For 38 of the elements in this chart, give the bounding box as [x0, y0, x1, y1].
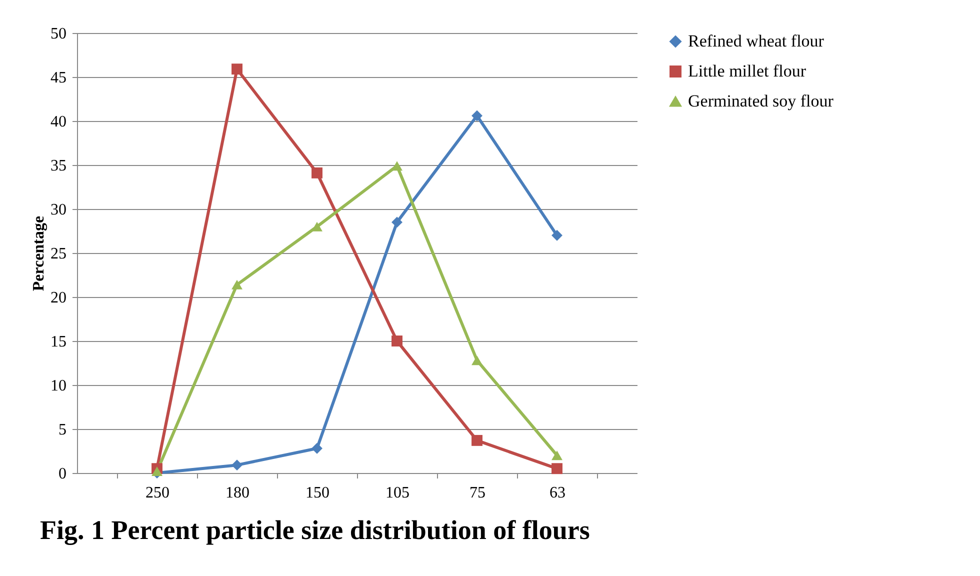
y-tick-label: 10	[50, 378, 66, 394]
point	[312, 167, 322, 178]
point	[552, 230, 562, 241]
x-tick-label: 105	[386, 484, 410, 502]
y-tick-label: 45	[50, 70, 66, 86]
x-tick-label: 180	[226, 484, 250, 502]
y-tick-label: 30	[50, 202, 66, 218]
point	[232, 64, 242, 75]
point	[552, 450, 562, 460]
point	[392, 336, 402, 346]
y-tick-label: 50	[50, 26, 66, 42]
point	[392, 216, 402, 228]
x-tick-label: 250	[146, 484, 170, 502]
point	[472, 110, 482, 122]
y-tick-label: 20	[50, 290, 66, 306]
x-tick-label: 75	[470, 484, 486, 502]
y-tick-label: 35	[50, 158, 66, 174]
y-tick-label: 0	[58, 466, 66, 482]
x-tick-label: 150	[306, 484, 330, 502]
text: Fig. 1 Percent particle size distribution of flours	[40, 515, 590, 545]
point	[472, 356, 482, 366]
point	[232, 460, 242, 471]
x-tick-label: 63	[550, 484, 566, 502]
point	[472, 434, 482, 446]
y-tick-label: 25	[50, 246, 66, 262]
point	[392, 161, 402, 171]
y-tick-label: 5	[58, 422, 66, 438]
point	[552, 463, 562, 474]
y-axis-title: Percentage	[30, 216, 48, 292]
legend-label: Little millet flour	[688, 62, 806, 80]
point	[312, 222, 322, 232]
legend-label: Refined wheat flour	[688, 32, 824, 50]
legend-label: Germinated soy flour	[688, 92, 834, 110]
y-tick-label: 40	[50, 114, 66, 130]
y-tick-label: 15	[50, 334, 66, 350]
point	[232, 280, 242, 290]
point	[152, 466, 162, 476]
point	[312, 442, 322, 454]
